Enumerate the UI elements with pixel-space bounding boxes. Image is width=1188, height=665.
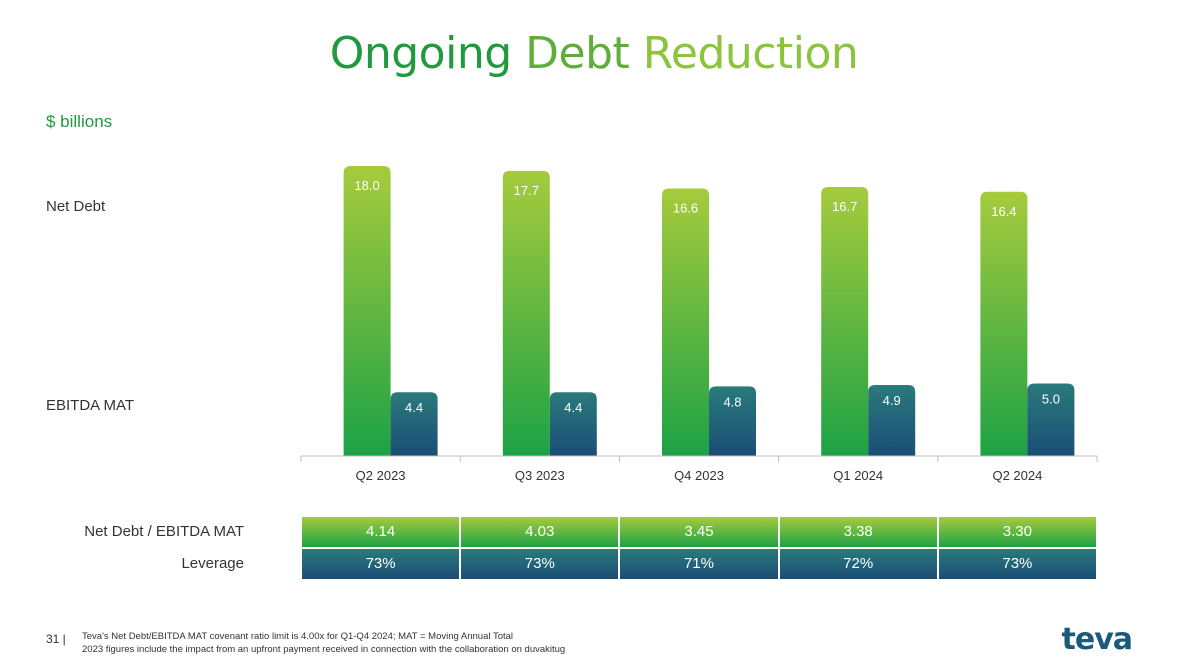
x-tick-label-4: Q2 2024 bbox=[992, 468, 1042, 483]
label-ebitda-0: 4.4 bbox=[405, 400, 423, 415]
bar-net-debt-4 bbox=[980, 191, 1028, 456]
bar-net-debt-2 bbox=[662, 188, 709, 457]
ratio-cell-4: 3.30 bbox=[938, 517, 1096, 547]
leverage-cell-3: 72% bbox=[779, 549, 937, 579]
label-net-debt-4: 16.4 bbox=[991, 204, 1016, 219]
teva-logo: teva bbox=[1062, 622, 1133, 657]
leverage-cell-4: 73% bbox=[938, 549, 1096, 579]
leverage-cell-0: 73% bbox=[302, 549, 460, 579]
ebitda-label: EBITDA MAT bbox=[46, 397, 135, 414]
title-word-3: Reduction bbox=[642, 28, 859, 79]
label-net-debt-3: 16.7 bbox=[832, 199, 857, 214]
label-net-debt-0: 18.0 bbox=[354, 178, 379, 193]
ratio-cell-2: 3.45 bbox=[620, 517, 778, 547]
title-word-2: Debt bbox=[525, 28, 630, 79]
units-label: $ billions bbox=[46, 112, 113, 131]
net-debt-label: Net Debt bbox=[46, 198, 106, 215]
x-tick-label-3: Q1 2024 bbox=[833, 468, 883, 483]
bar-ebitda-0 bbox=[390, 392, 438, 456]
bar-ebitda-1 bbox=[549, 392, 597, 456]
label-ebitda-4: 5.0 bbox=[1042, 392, 1060, 407]
bar-ebitda-4 bbox=[1027, 383, 1075, 456]
x-tick-label-2: Q4 2023 bbox=[674, 468, 724, 483]
bar-net-debt-3 bbox=[821, 186, 869, 456]
bar-net-debt-0 bbox=[343, 166, 391, 456]
leverage-cell-1: 73% bbox=[461, 549, 619, 579]
title-word-1: Ongoing bbox=[329, 28, 512, 79]
leverage-cell-2: 71% bbox=[620, 549, 778, 579]
bar-net-debt-1 bbox=[502, 170, 550, 457]
label-ebitda-1: 4.4 bbox=[564, 400, 582, 415]
bar-ebitda-2 bbox=[709, 386, 756, 456]
ratio-cell-3: 3.38 bbox=[779, 517, 937, 547]
page-title: Ongoing Debt Reduction bbox=[0, 28, 1188, 79]
leverage-row-label: Leverage bbox=[181, 555, 244, 572]
bar-chart: 18.0 4.4 17.7 4.4 16.6 4.8 16.7 4.9 16.4 5.0 Q2 2… bbox=[300, 166, 1098, 483]
page-number: 31 | bbox=[46, 632, 66, 646]
footnote: Teva's Net Debt/EBITDA MAT covenant rati… bbox=[82, 630, 565, 656]
ratio-cell-0: 4.14 bbox=[302, 517, 460, 547]
footnote-line-1: Teva's Net Debt/EBITDA MAT covenant rati… bbox=[82, 631, 514, 642]
x-tick-label-0: Q2 2023 bbox=[356, 468, 406, 483]
ratio-cell-1: 4.03 bbox=[461, 517, 619, 547]
label-net-debt-1: 17.7 bbox=[514, 183, 539, 198]
label-ebitda-3: 4.9 bbox=[883, 393, 901, 408]
ratio-row-label: Net Debt / EBITDA MAT bbox=[84, 523, 244, 540]
label-ebitda-2: 4.8 bbox=[723, 394, 741, 409]
logo-text: teva bbox=[1061, 622, 1133, 657]
bar-ebitda-3 bbox=[868, 384, 916, 456]
footnote-line-2: 2023 figures include the impact from an … bbox=[82, 644, 566, 655]
x-tick-label-1: Q3 2023 bbox=[515, 468, 565, 483]
label-net-debt-2: 16.6 bbox=[673, 201, 698, 216]
